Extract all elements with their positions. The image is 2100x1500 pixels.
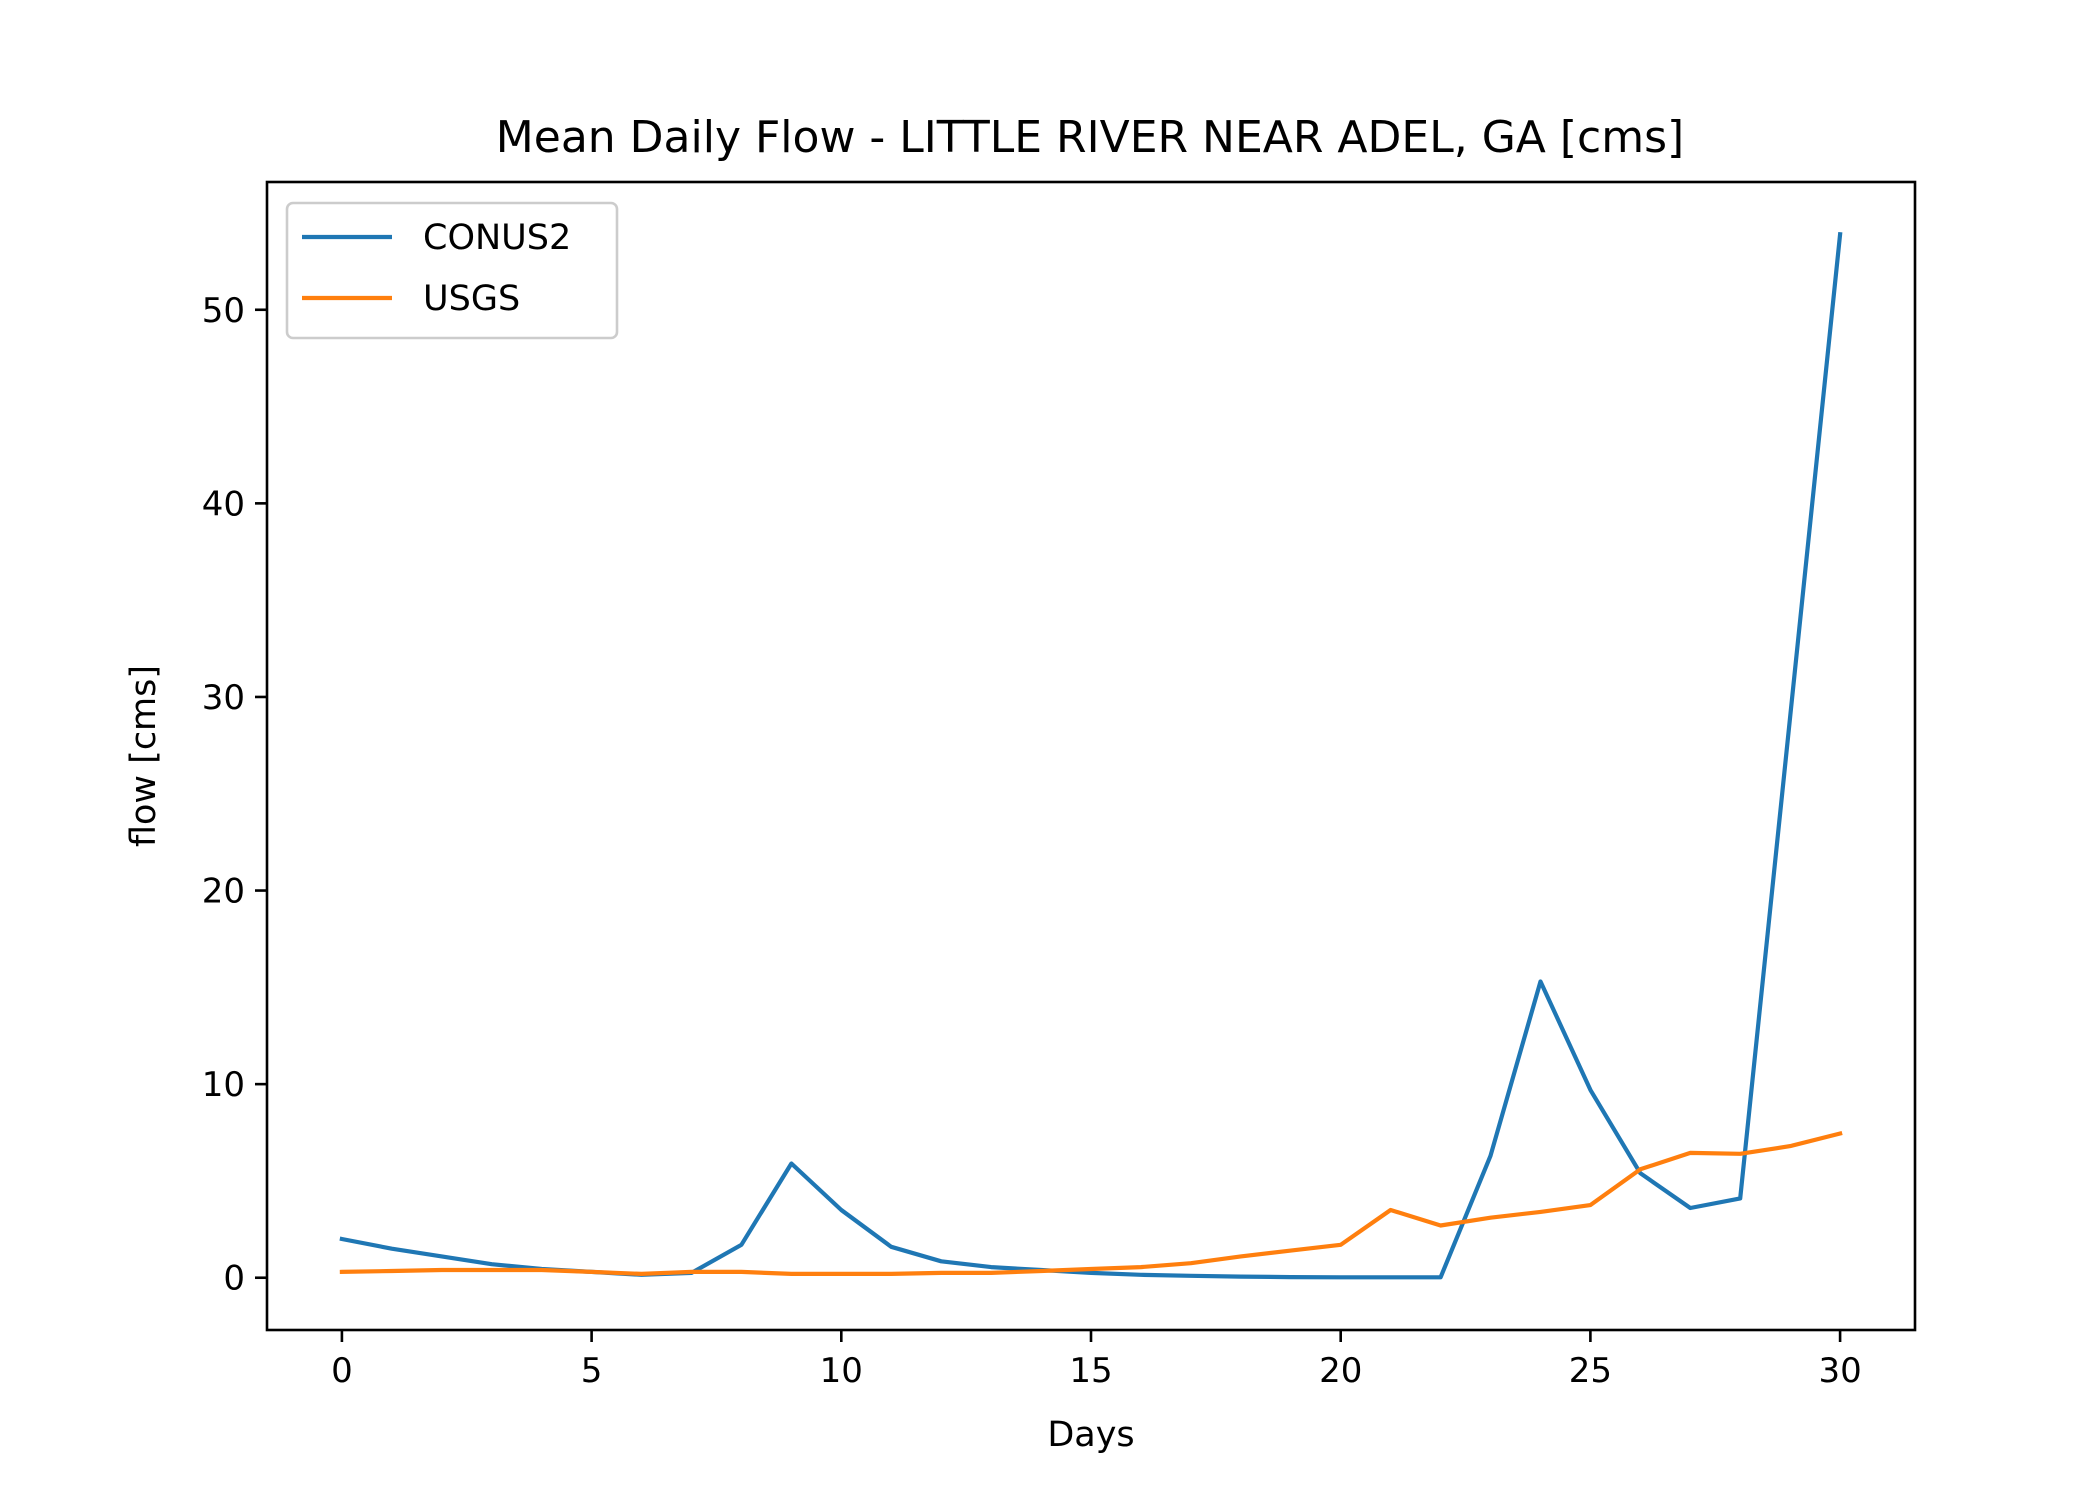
x-tick-label: 0: [331, 1351, 353, 1391]
y-tick-label: 20: [202, 872, 245, 912]
x-axis-ticks: 0 5 10 15 20 25 30: [331, 1330, 1862, 1391]
x-tick-label: 10: [820, 1351, 863, 1391]
legend: CONUS2 USGS: [285, 201, 619, 340]
y-tick-label: 40: [202, 484, 245, 524]
y-tick-label: 50: [202, 291, 245, 331]
y-tick-label: 30: [202, 678, 245, 718]
y-axis-ticks: 0 10 20 30 40 50: [202, 291, 267, 1299]
y-axis-title: flow [cms]: [124, 665, 164, 847]
y-tick-label: 0: [223, 1259, 245, 1299]
x-tick-label: 15: [1069, 1351, 1112, 1391]
x-tick-label: 20: [1319, 1351, 1362, 1391]
x-tick-label: 5: [581, 1351, 603, 1391]
legend-label-conus2: CONUS2: [423, 218, 571, 258]
plot-area-frame: [265, 180, 1917, 1332]
series-line-usgs: [339, 1130, 1843, 1277]
legend-label-usgs: USGS: [423, 279, 520, 319]
y-tick-label: 10: [202, 1065, 245, 1105]
chart-title: Mean Daily Flow - LITTLE RIVER NEAR ADEL…: [496, 112, 1684, 163]
x-tick-label: 25: [1569, 1351, 1612, 1391]
series-layer: [339, 231, 1843, 1280]
x-tick-label: 30: [1818, 1351, 1861, 1391]
x-axis-title: Days: [1047, 1415, 1134, 1455]
